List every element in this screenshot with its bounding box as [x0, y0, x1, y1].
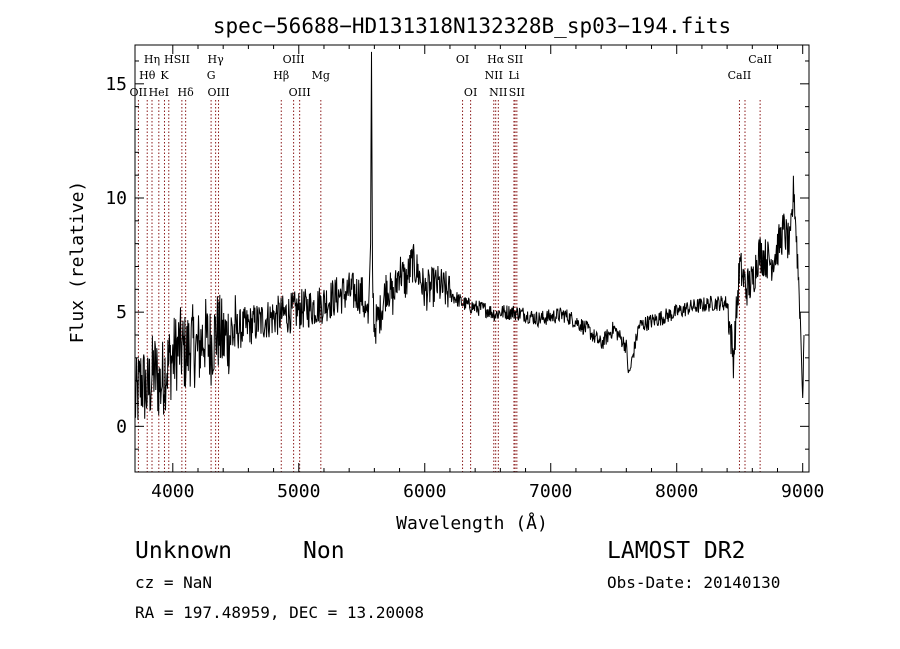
y-tick-label: 5 [116, 302, 127, 323]
y-axis-ticks: 0 5 10 15 [105, 60, 809, 450]
spectral-line-label: OI [456, 53, 469, 66]
object-subclass: Non [303, 538, 345, 564]
spectral-line-label: SII [509, 86, 525, 99]
redshift-cz: cz = NaN [135, 573, 213, 592]
y-tick-label: 0 [116, 416, 127, 437]
x-axis-label: Wavelength (Å) [396, 512, 548, 534]
ra-dec: RA = 197.48959, DEC = 13.20008 [135, 603, 424, 622]
spectral-line-label: Hδ [178, 86, 195, 99]
spectral-line-label: OII [130, 86, 148, 99]
x-tick-label: 9000 [781, 481, 824, 502]
spectrum-chart: spec−56688−HD131318N132328B_sp03−194.fit… [67, 14, 824, 534]
obs-date: Obs-Date: 20140130 [607, 573, 781, 592]
x-tick-label: 8000 [655, 481, 698, 502]
spectral-line-label: G [207, 69, 216, 82]
y-axis-label: Flux (relative) [67, 181, 88, 344]
spectral-line-label: NII [485, 69, 503, 82]
spectral-line-label: Li [509, 69, 520, 82]
spectral-line-label: Hη [144, 53, 160, 66]
survey-name: LAMOST DR2 [607, 538, 746, 564]
spectral-line-label: Hγ [208, 53, 225, 66]
spectral-line-label: Hβ [273, 69, 289, 82]
plot-frame [134, 44, 810, 473]
spectral-line-label: SII [507, 53, 523, 66]
x-tick-label: 4000 [151, 481, 194, 502]
y-tick-label: 15 [105, 74, 127, 95]
object-class: Unknown [135, 538, 232, 564]
spectral-line-label: SII [174, 53, 190, 66]
x-tick-label: 7000 [529, 481, 572, 502]
spectral-line-label: Hα [487, 53, 505, 66]
spectral-line-label: OIII [289, 86, 311, 99]
spectral-line-label: OI [464, 86, 477, 99]
spectral-line-label: OIII [283, 53, 305, 66]
x-tick-label: 5000 [277, 481, 320, 502]
spectral-line-label: OIII [207, 86, 229, 99]
spectral-line-label: HeI [149, 86, 169, 99]
x-axis-ticks: 4000 5000 6000 7000 8000 9000 [151, 45, 824, 502]
chart-title: spec−56688−HD131318N132328B_sp03−194.fit… [213, 14, 731, 38]
spectral-line-label: CaII [748, 53, 772, 66]
spectral-line-label: Hθ [139, 69, 156, 82]
spectral-line-label: Mg [312, 69, 330, 82]
y-tick-label: 10 [105, 188, 127, 209]
spectral-line-markers [137, 100, 761, 472]
x-tick-label: 6000 [403, 481, 446, 502]
spectral-line-label: H [164, 53, 174, 66]
spectral-line-label: CaII [728, 69, 752, 82]
spectrum-line [134, 51, 805, 420]
spectral-line-label: NII [489, 86, 507, 99]
spectral-line-label: K [160, 69, 169, 82]
